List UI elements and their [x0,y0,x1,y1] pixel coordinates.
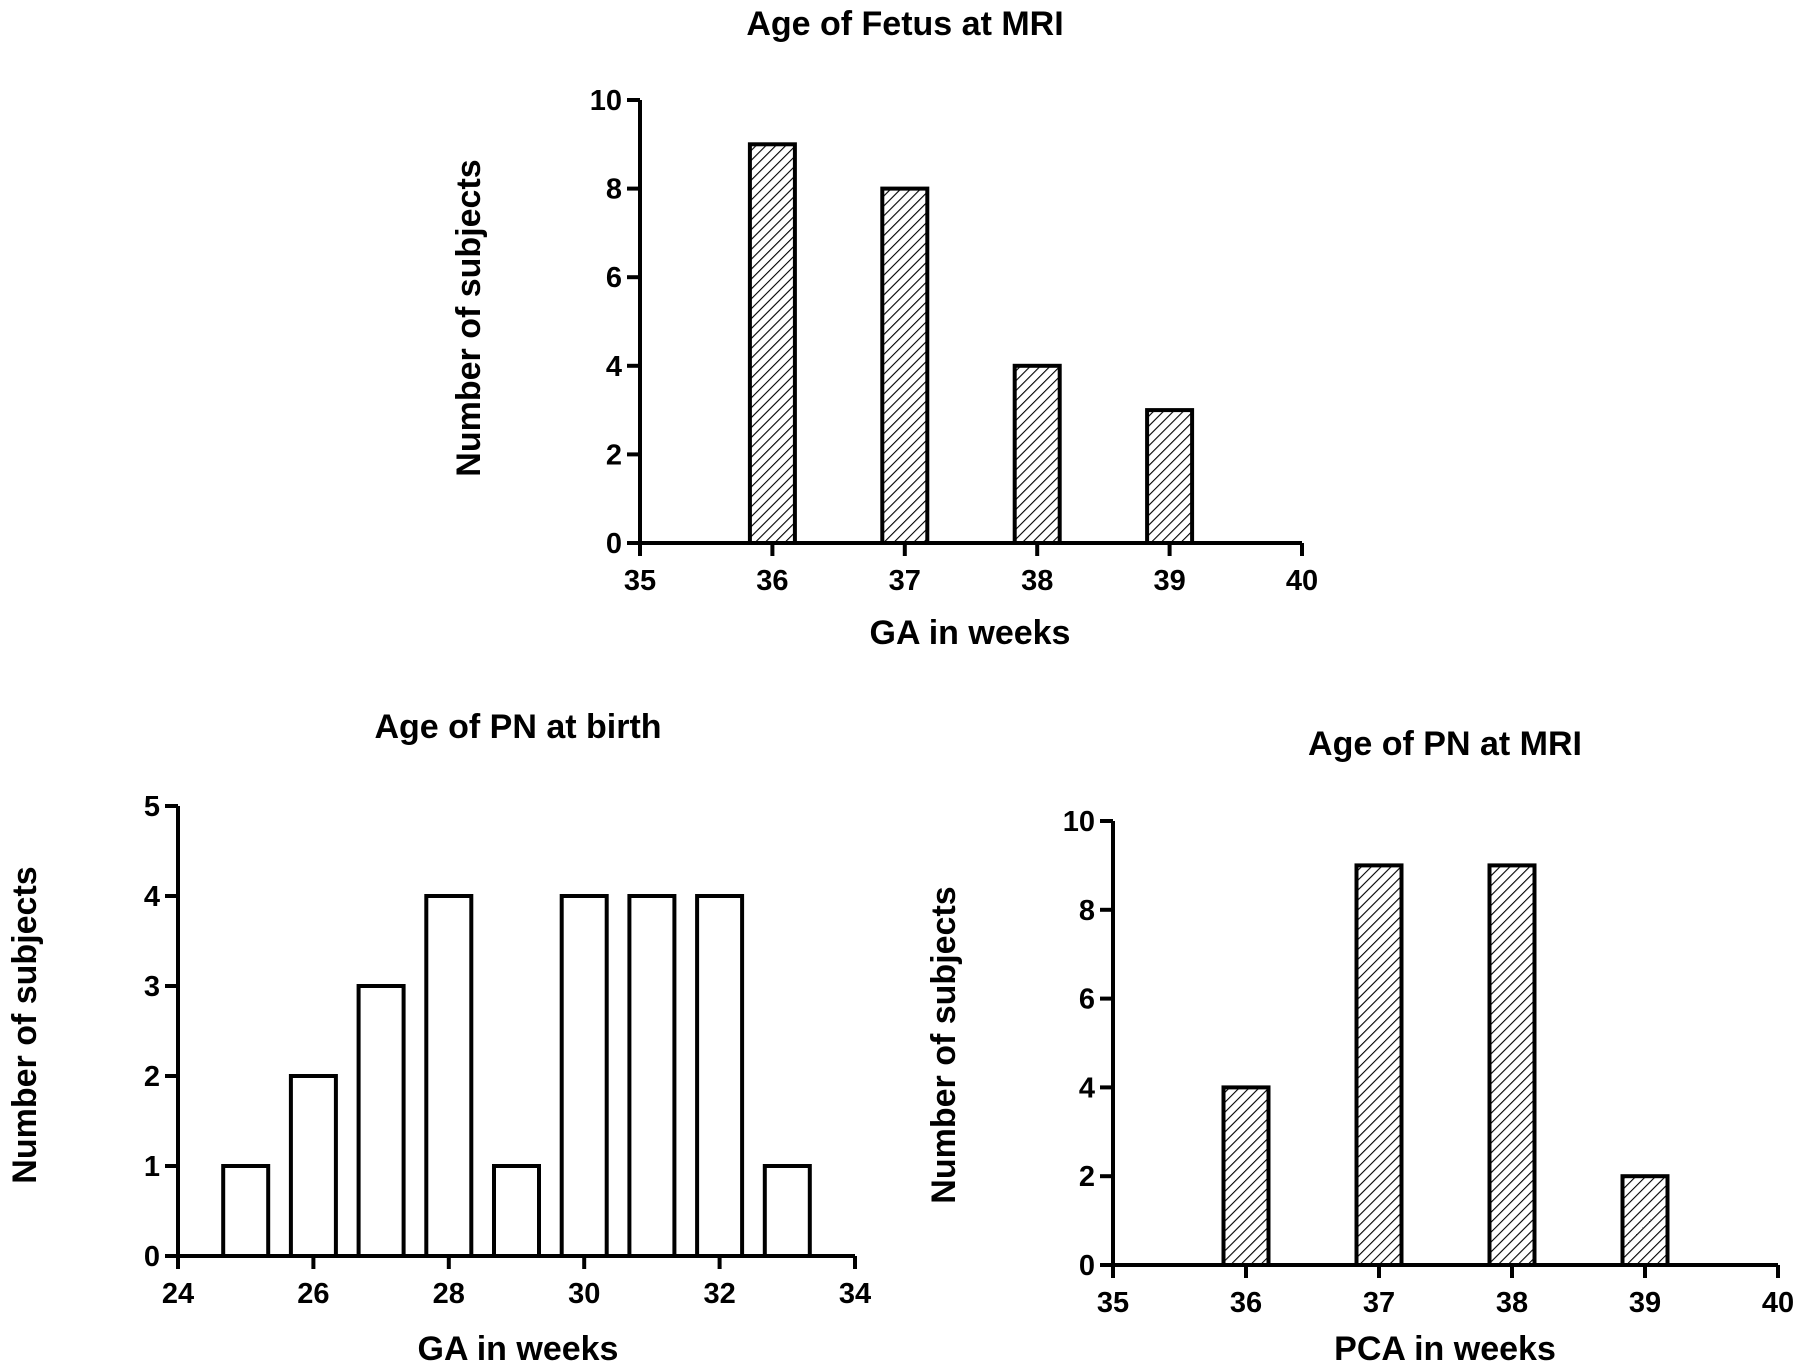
bar [492,1164,541,1258]
y-tick-label: 0 [144,1241,160,1273]
bar [1354,863,1404,1268]
bar [880,186,930,545]
bar [762,1164,812,1258]
y-tick-label: 4 [606,351,622,383]
x-tick-label: 38 [1496,1287,1528,1319]
y-tick-label: 0 [1079,1250,1095,1282]
x-tick-label: 24 [162,1278,194,1310]
x-tick-label: 36 [756,565,788,597]
bar [424,894,474,1258]
x-axis-label: PCA in weeks [1334,1330,1556,1367]
x-tick-label: 37 [889,565,921,597]
x-tick-label: 35 [1097,1287,1129,1319]
x-tick-label: 40 [1286,565,1318,597]
x-tick-label: 32 [703,1278,735,1310]
y-axis-label: Number of subjects [925,886,963,1203]
bar [356,984,406,1258]
x-tick-label: 34 [839,1278,871,1310]
plot-area: 35 36 37 38 39 40 0 2 4 6 8 10 [590,85,1318,597]
x-tick-label: 38 [1021,565,1053,597]
bar [695,894,745,1258]
y-tick-label: 5 [144,791,160,823]
y-tick-label: 10 [1063,806,1095,838]
bar [221,1164,271,1258]
chart-pn-at-mri: Age of PN at MRI Number of subjects PCA … [925,725,1794,1367]
bar [288,1074,338,1258]
y-tick-label: 6 [606,262,622,294]
chart-title: Age of Fetus at MRI [746,5,1063,43]
y-tick-label: 10 [590,85,622,117]
chart-title: Age of PN at birth [374,708,661,746]
x-tick-label: 37 [1363,1287,1395,1319]
bar [1012,363,1062,545]
x-tick-label: 30 [568,1278,600,1310]
y-tick-label: 6 [1079,984,1095,1016]
chart-pn-at-birth: Age of PN at birth Number of subjects GA… [6,708,871,1367]
bar [1620,1174,1670,1267]
y-tick-label: 8 [1079,895,1095,927]
x-axis-label: GA in weeks [870,614,1071,652]
y-tick-label: 0 [606,528,622,560]
y-tick-label: 4 [1079,1072,1095,1104]
y-tick-label: 3 [144,971,160,1003]
y-axis-label: Number of subjects [450,159,488,476]
chart-fetus-at-mri: Age of Fetus at MRI Number of subjects G… [450,5,1318,652]
y-tick-label: 4 [144,881,160,913]
y-tick-label: 2 [1079,1161,1095,1193]
y-tick-label: 1 [144,1151,160,1183]
x-tick-label: 39 [1629,1287,1661,1319]
bar [1487,863,1537,1268]
y-tick-label: 2 [606,439,622,471]
x-axis-label: GA in weeks [418,1330,619,1367]
x-tick-label: 36 [1230,1287,1262,1319]
y-tick-label: 8 [606,174,622,206]
bar [559,894,609,1258]
y-tick-label: 2 [144,1061,160,1093]
x-tick-label: 39 [1153,565,1185,597]
x-tick-label: 28 [433,1278,465,1310]
bar [1145,408,1195,545]
bar [1221,1085,1271,1268]
bar [747,142,797,546]
x-tick-label: 26 [297,1278,329,1310]
bar [627,894,677,1258]
chart-title: Age of PN at MRI [1308,725,1582,763]
plot-area: 35 36 37 38 39 40 0 2 4 6 8 10 [1063,806,1794,1319]
x-tick-label: 40 [1762,1287,1794,1319]
x-tick-label: 35 [624,565,656,597]
y-axis-label: Number of subjects [6,866,44,1183]
